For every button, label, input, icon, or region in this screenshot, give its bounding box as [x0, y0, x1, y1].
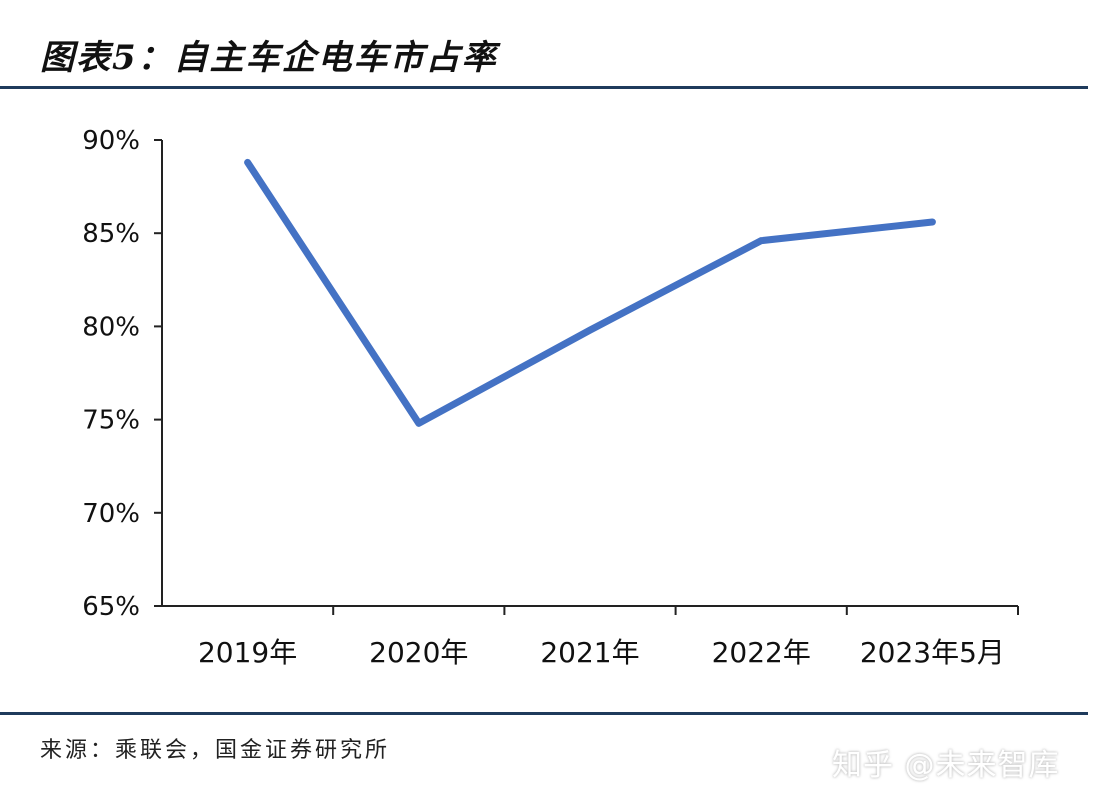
y-tick-label: 85%	[82, 219, 140, 249]
y-tick-label: 75%	[82, 406, 140, 436]
x-tick-label: 2021年	[540, 636, 639, 669]
x-tick-label: 2019年	[198, 636, 297, 669]
footer-divider	[0, 712, 1088, 715]
x-tick-label: 2023年5月	[860, 636, 1005, 669]
y-tick-label: 65%	[82, 592, 140, 622]
x-tick-label: 2020年	[369, 636, 468, 669]
title-divider	[0, 86, 1088, 89]
y-tick-label: 80%	[82, 312, 140, 342]
series-line	[244, 158, 936, 427]
chart-title: 图表5：自主车企电车市占率	[40, 38, 498, 78]
y-tick-label: 70%	[82, 499, 140, 529]
source-note: 来源：乘联会，国金证券研究所	[40, 738, 391, 763]
y-tick-label: 90%	[82, 126, 140, 156]
watermark: 知乎 @未来智库	[832, 748, 1060, 783]
line-chart: 65% 70% 75% 80% 85% 90% 2019年 2020年 2021年 2022年 20…	[82, 126, 1019, 669]
x-tick-label: 2022年	[712, 636, 811, 669]
